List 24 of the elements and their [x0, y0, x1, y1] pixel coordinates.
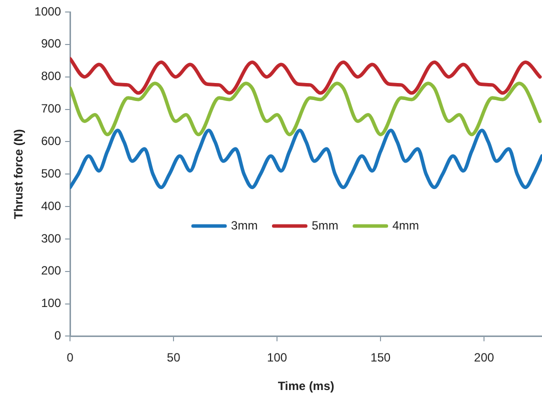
- legend-label: 5mm: [312, 218, 338, 232]
- line-series: [70, 128, 542, 190]
- y-axis-title: Thrust force (N): [12, 129, 26, 220]
- y-tick-label: 900: [41, 36, 62, 51]
- legend-label: 3mm: [231, 218, 258, 232]
- x-tick-label: 100: [267, 350, 288, 365]
- y-tick-label: 1000: [34, 4, 62, 18]
- y-tick-label: 0: [54, 328, 62, 343]
- line-series: [70, 82, 542, 136]
- y-tick-label: 600: [41, 134, 62, 148]
- x-tick-label: 200: [474, 350, 494, 365]
- x-tick-label: 50: [166, 350, 181, 365]
- line-series: [70, 56, 542, 95]
- y-tick-label: 500: [41, 166, 62, 180]
- legend-label: 4mm: [392, 218, 420, 232]
- y-tick-label: 800: [41, 69, 62, 84]
- y-tick-label: 700: [41, 102, 62, 116]
- x-tick-label: 0: [66, 350, 74, 365]
- y-tick-label: 200: [41, 264, 62, 278]
- y-tick-label: 100: [41, 296, 62, 310]
- y-tick-label: 300: [41, 231, 62, 246]
- x-axis-title: Time (ms): [278, 379, 334, 394]
- x-tick-label: 150: [370, 350, 391, 365]
- y-tick-label: 400: [41, 198, 62, 213]
